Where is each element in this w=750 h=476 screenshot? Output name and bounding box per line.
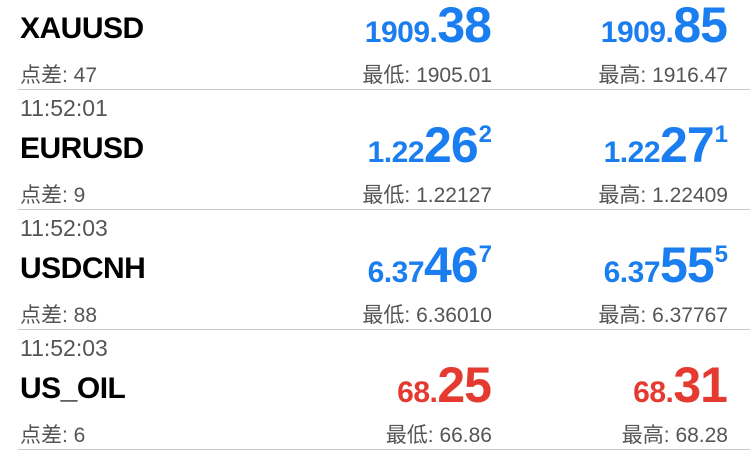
quote-spread: 点差: 9 <box>20 179 85 209</box>
low-label: 最低: <box>362 184 417 207</box>
high-price: 最高: 6.37767 <box>598 299 728 329</box>
high-price: 最高: 1.22409 <box>598 179 728 209</box>
quote-row-usdcnh[interactable]: 11:52:03 USDCNH 点差: 88 6.37467 6.37555 最… <box>18 210 750 330</box>
ask-price[interactable]: 68.31 <box>633 356 728 413</box>
spread-value: 9 <box>73 184 86 207</box>
bid-price-big-digits: 38 <box>437 0 492 53</box>
bid-price-prefix: 1.22 <box>367 136 425 169</box>
spread-value: 88 <box>73 304 98 327</box>
bid-price[interactable]: 1909.38 <box>364 0 492 53</box>
bid-price-pip-digit: 7 <box>478 241 492 268</box>
bid-price-prefix: 6.37 <box>367 256 425 289</box>
quote-spread: 点差: 6 <box>20 419 85 449</box>
high-value: 1916.47 <box>652 64 728 87</box>
high-value: 68.28 <box>675 424 728 447</box>
high-value: 1.22409 <box>652 184 728 207</box>
bid-price[interactable]: 68.25 <box>397 356 492 413</box>
low-price: 最低: 1905.01 <box>362 59 492 89</box>
spread-label: 点差: <box>20 184 74 207</box>
ask-price[interactable]: 1909.85 <box>600 0 728 53</box>
low-label: 最低: <box>362 64 417 87</box>
quote-time: 11:52:03 <box>20 215 108 241</box>
spread-label: 点差: <box>20 424 74 447</box>
ask-price-big-digits: 31 <box>673 357 728 413</box>
bid-price-prefix: 68. <box>397 376 438 409</box>
ask-price-pip-digit: 1 <box>714 121 728 148</box>
bid-price-big-digits: 26 <box>424 117 479 173</box>
bid-price[interactable]: 6.37467 <box>367 236 492 293</box>
quote-list: 11:52:03 XAUUSD 点差: 47 1909.38 1909.85 最… <box>18 0 750 450</box>
ask-price-prefix: 68. <box>633 376 674 409</box>
low-value: 6.36010 <box>416 304 492 327</box>
high-value: 6.37767 <box>652 304 728 327</box>
low-price: 最低: 1.22127 <box>362 179 492 209</box>
ask-price-prefix: 1.22 <box>603 136 661 169</box>
bid-price-pip-digit: 2 <box>478 121 492 148</box>
quote-time: 11:52:03 <box>20 0 108 2</box>
high-label: 最高: <box>598 304 653 327</box>
low-label: 最低: <box>385 424 440 447</box>
quote-symbol: EURUSD <box>20 132 144 165</box>
spread-value: 6 <box>73 424 86 447</box>
ask-price-big-digits: 85 <box>673 0 728 53</box>
ask-price[interactable]: 6.37555 <box>603 236 728 293</box>
low-price: 最低: 66.86 <box>386 419 492 449</box>
high-price: 最高: 68.28 <box>622 419 728 449</box>
quote-symbol: XAUUSD <box>20 12 144 45</box>
low-value: 1905.01 <box>416 64 492 87</box>
ask-price-prefix: 1909. <box>600 16 674 49</box>
quote-row-eurusd[interactable]: 11:52:01 EURUSD 点差: 9 1.22262 1.22271 最低… <box>18 90 750 210</box>
ask-price-big-digits: 55 <box>660 237 715 293</box>
ask-price-prefix: 6.37 <box>603 256 661 289</box>
ask-price-pip-digit: 5 <box>714 241 728 268</box>
quote-spread: 点差: 47 <box>20 59 97 89</box>
quote-spread: 点差: 88 <box>20 299 97 329</box>
spread-value: 47 <box>73 64 98 87</box>
quote-row-us-oil[interactable]: 11:52:03 US_OIL 点差: 6 68.25 68.31 最低: 66… <box>18 330 750 450</box>
quote-symbol: USDCNH <box>20 252 146 285</box>
bid-price-prefix: 1909. <box>364 16 438 49</box>
low-price: 最低: 6.36010 <box>362 299 492 329</box>
quote-symbol: US_OIL <box>20 372 126 405</box>
bid-price[interactable]: 1.22262 <box>367 116 492 173</box>
ask-price-big-digits: 27 <box>660 117 715 173</box>
spread-label: 点差: <box>20 304 74 327</box>
low-value: 66.86 <box>439 424 492 447</box>
high-label: 最高: <box>598 64 653 87</box>
high-price: 最高: 1916.47 <box>598 59 728 89</box>
bid-price-big-digits: 46 <box>424 237 479 293</box>
spread-label: 点差: <box>20 64 74 87</box>
quote-time: 11:52:01 <box>20 95 108 121</box>
quote-row-xauusd[interactable]: 11:52:03 XAUUSD 点差: 47 1909.38 1909.85 最… <box>18 0 750 90</box>
ask-price[interactable]: 1.22271 <box>603 116 728 173</box>
bid-price-big-digits: 25 <box>437 357 492 413</box>
quote-time: 11:52:03 <box>20 335 108 361</box>
low-value: 1.22127 <box>416 184 492 207</box>
high-label: 最高: <box>598 184 653 207</box>
low-label: 最低: <box>362 304 417 327</box>
high-label: 最高: <box>621 424 676 447</box>
